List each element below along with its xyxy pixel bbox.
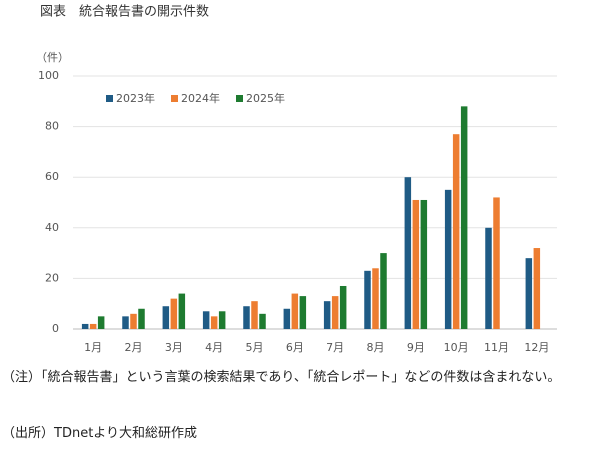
bar xyxy=(89,323,97,329)
x-tick-label: 2月 xyxy=(125,341,143,354)
bar xyxy=(122,316,129,329)
chart: 図表 統合報告書の開示件数 （件） 0 20 40 60 80 100 1月 2月 3月 4月 5月… xyxy=(36,5,557,354)
x-tick-label: 12月 xyxy=(524,341,549,354)
bar xyxy=(404,177,412,329)
x-tick-label: 11月 xyxy=(484,341,509,354)
legend-swatch xyxy=(236,95,243,102)
bar xyxy=(251,301,258,329)
bar xyxy=(364,270,371,329)
legend-label: 2024年 xyxy=(181,91,220,105)
bar xyxy=(97,316,105,329)
bar xyxy=(299,296,307,329)
y-tick-label: 40 xyxy=(45,221,59,234)
bar xyxy=(533,248,541,329)
bar xyxy=(81,323,89,329)
bar xyxy=(493,197,500,329)
x-tick-label: 6月 xyxy=(286,341,304,354)
y-tick-label: 100 xyxy=(38,69,59,82)
bar xyxy=(291,293,299,329)
legend-swatch xyxy=(106,95,113,102)
bar xyxy=(372,268,379,329)
x-tick-label: 7月 xyxy=(326,341,344,354)
bar xyxy=(525,258,533,329)
bar xyxy=(444,189,452,329)
y-tick-label: 0 xyxy=(52,322,59,335)
legend-label: 2025年 xyxy=(246,91,285,105)
legend-label: 2023年 xyxy=(116,91,155,105)
bar xyxy=(420,199,428,329)
bar xyxy=(210,316,218,329)
bar xyxy=(452,134,460,329)
chart-title: 図表 統合報告書の開示件数 xyxy=(40,5,209,20)
legend-swatch xyxy=(171,95,178,102)
bar xyxy=(259,313,266,329)
bar xyxy=(202,311,210,329)
y-tick-label: 80 xyxy=(45,120,59,133)
x-tick-label: 10月 xyxy=(444,341,469,354)
x-tick-label: 4月 xyxy=(205,341,223,354)
bar xyxy=(323,301,331,329)
bar xyxy=(460,106,468,329)
bar xyxy=(243,306,250,329)
bar xyxy=(218,311,226,329)
bar xyxy=(331,296,339,329)
bar xyxy=(283,308,291,329)
x-tick-label: 5月 xyxy=(246,341,264,354)
bar xyxy=(412,199,420,329)
bar xyxy=(138,308,145,329)
note: （注）「統合報告書」という言葉の検索結果であり、「統合レポート」などの件数は含ま… xyxy=(2,370,561,385)
x-tick-label: 8月 xyxy=(367,341,385,354)
source: （出所）TDnetより大和総研作成 xyxy=(2,426,198,441)
bar xyxy=(162,306,170,329)
x-tick-label: 1月 xyxy=(84,341,102,354)
x-tick-label: 3月 xyxy=(165,341,183,354)
bar xyxy=(339,285,347,329)
bar xyxy=(130,313,137,329)
bar xyxy=(178,293,186,329)
y-tick-label: 60 xyxy=(45,170,59,183)
y-axis-label: （件） xyxy=(36,51,69,64)
bar xyxy=(380,253,387,329)
x-tick-label: 9月 xyxy=(407,341,425,354)
y-tick-label: 20 xyxy=(45,271,59,284)
bar xyxy=(170,298,178,329)
bar xyxy=(485,227,492,329)
